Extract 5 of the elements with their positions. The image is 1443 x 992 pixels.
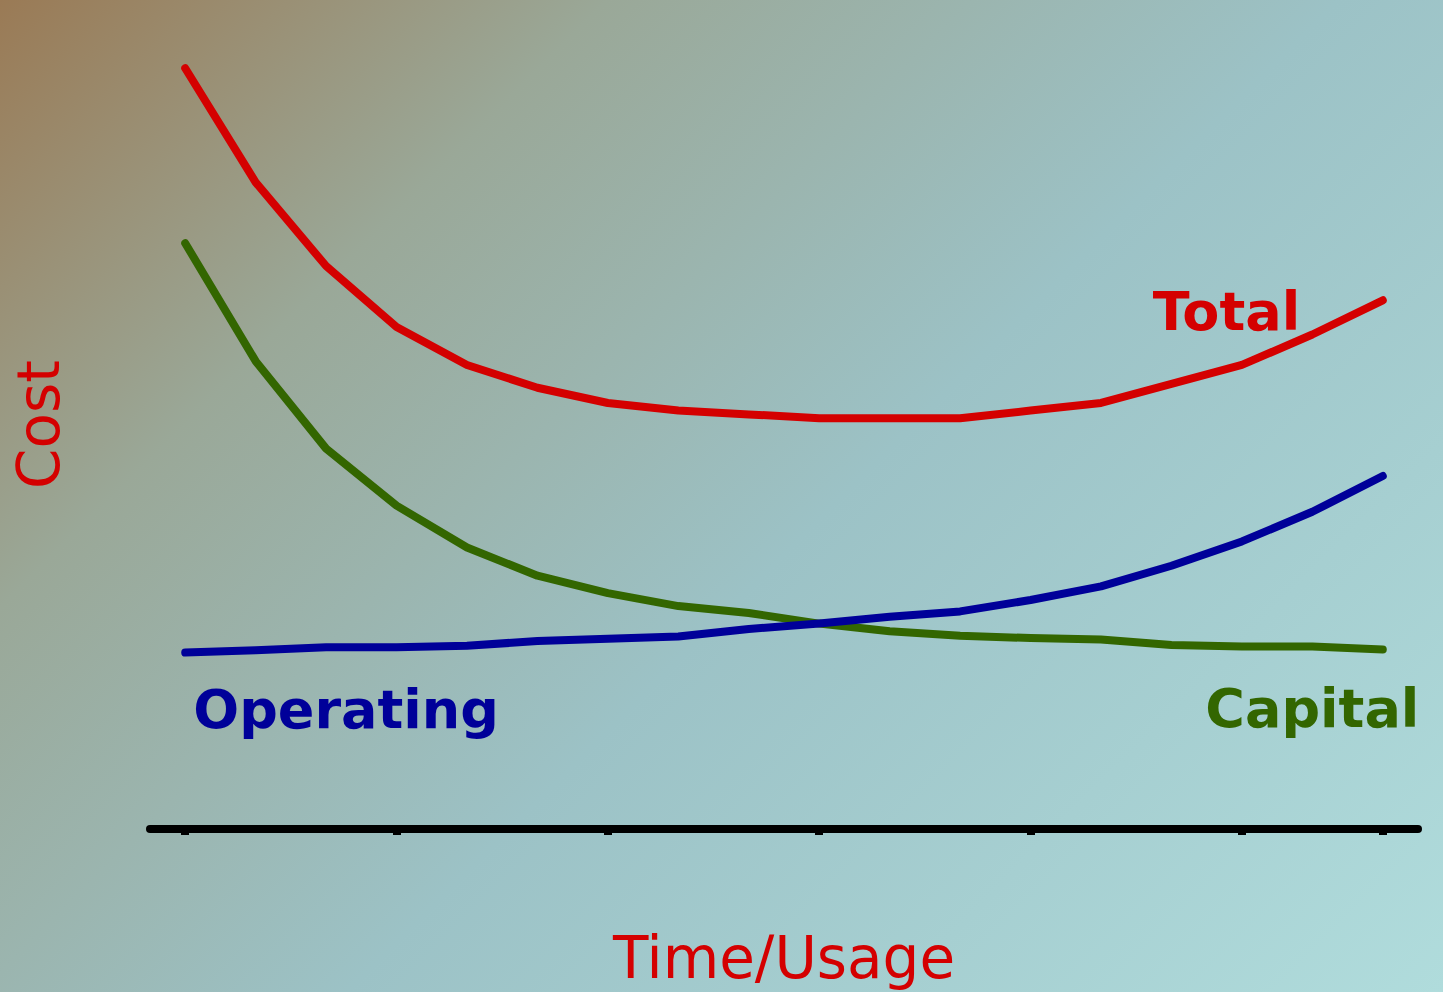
x-axis-title: Time/Usage bbox=[611, 924, 956, 992]
series-label: Capital bbox=[1205, 676, 1420, 740]
series-label: Operating bbox=[193, 677, 499, 741]
y-axis-title: Cost bbox=[5, 359, 73, 489]
series-label: Total bbox=[1152, 280, 1301, 344]
